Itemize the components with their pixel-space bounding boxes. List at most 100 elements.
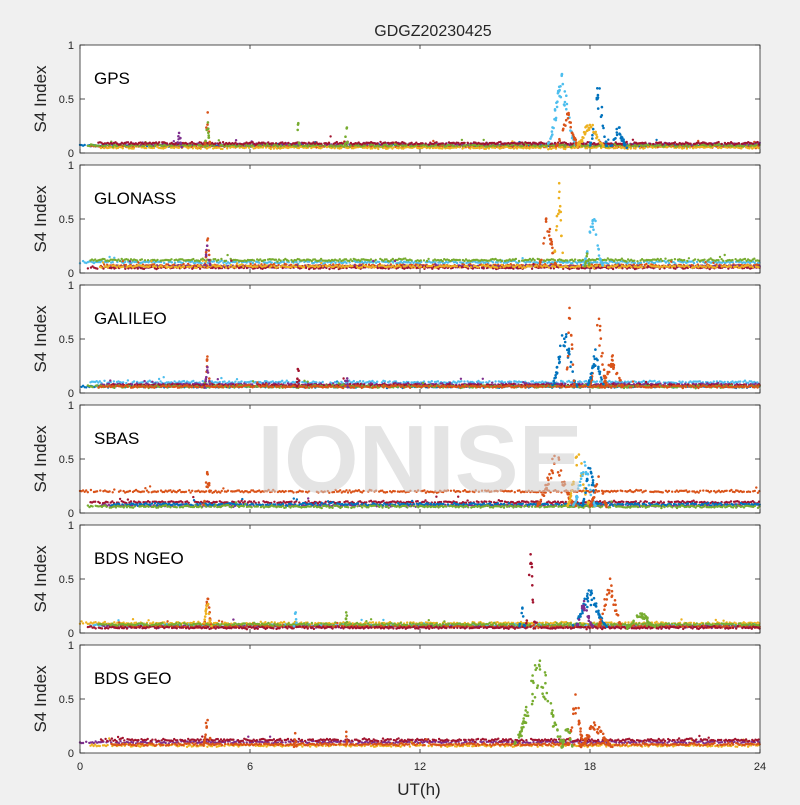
data-point <box>298 144 301 147</box>
data-point <box>730 266 732 268</box>
data-point <box>616 131 619 134</box>
data-point <box>586 252 589 255</box>
data-point <box>124 261 126 263</box>
data-point <box>686 260 688 262</box>
data-point <box>147 259 149 261</box>
data-point <box>391 144 393 146</box>
data-point <box>287 260 289 262</box>
data-point <box>483 139 485 141</box>
data-point <box>208 249 211 252</box>
data-point <box>661 260 663 262</box>
data-point <box>644 147 646 149</box>
data-point <box>551 126 554 129</box>
data-point <box>280 145 282 147</box>
data-point <box>270 148 272 150</box>
data-point <box>589 144 592 147</box>
data-point <box>207 131 210 134</box>
data-point <box>604 265 606 267</box>
data-point <box>674 268 676 270</box>
data-point <box>561 252 564 255</box>
data-point <box>545 217 548 220</box>
data-point <box>266 264 268 266</box>
data-point <box>394 260 396 262</box>
data-point <box>590 126 593 129</box>
data-point <box>558 191 561 194</box>
data-point <box>253 259 255 261</box>
data-point <box>442 142 444 144</box>
panel-label: GPS <box>94 69 130 88</box>
data-point <box>423 266 425 268</box>
data-point <box>206 111 209 114</box>
data-point <box>276 260 278 262</box>
data-point <box>655 139 657 141</box>
data-point <box>236 143 238 145</box>
data-point <box>230 264 232 266</box>
data-point <box>744 258 746 260</box>
data-point <box>329 135 331 137</box>
data-point <box>467 266 469 268</box>
data-point <box>746 144 748 146</box>
data-point <box>334 262 336 264</box>
data-point <box>170 258 172 260</box>
data-point <box>322 265 324 267</box>
data-point <box>467 142 469 144</box>
data-point <box>555 119 558 122</box>
data-point <box>242 266 244 268</box>
data-point <box>551 247 554 250</box>
data-point <box>561 73 564 76</box>
data-point <box>509 265 511 267</box>
data-point <box>597 107 600 110</box>
data-point <box>558 182 561 185</box>
data-point <box>426 260 428 262</box>
data-point <box>328 142 330 144</box>
data-point <box>566 103 569 106</box>
data-point <box>652 143 654 145</box>
data-point <box>163 262 165 264</box>
data-point <box>98 145 100 147</box>
data-point <box>597 248 600 251</box>
data-point <box>731 259 733 261</box>
data-point <box>220 266 222 268</box>
data-point <box>205 251 208 254</box>
data-point <box>597 94 600 97</box>
data-point <box>264 142 266 144</box>
data-point <box>595 133 598 136</box>
data-point <box>574 258 576 260</box>
data-point <box>122 260 124 262</box>
data-point <box>296 129 299 132</box>
data-point <box>520 265 522 267</box>
data-point <box>445 143 447 145</box>
data-point <box>465 144 467 146</box>
data-point <box>182 263 184 265</box>
data-point <box>344 142 347 145</box>
y-tick-label: 0.5 <box>59 214 74 226</box>
data-point <box>217 259 219 261</box>
data-point <box>214 142 216 144</box>
data-point <box>245 146 247 148</box>
data-point <box>683 259 685 261</box>
data-point <box>297 122 300 125</box>
data-point <box>732 261 734 263</box>
data-point <box>501 264 503 266</box>
data-point <box>137 261 139 263</box>
data-point <box>392 265 394 267</box>
data-point <box>456 145 458 147</box>
data-point <box>324 145 326 147</box>
data-point <box>703 259 705 261</box>
data-point <box>270 265 272 267</box>
data-point <box>400 266 402 268</box>
data-point <box>143 145 145 147</box>
data-point <box>161 266 163 268</box>
data-point <box>145 147 147 149</box>
data-point <box>483 267 485 269</box>
data-point <box>122 147 124 149</box>
data-point <box>150 260 152 262</box>
data-point <box>598 139 601 142</box>
data-point <box>225 260 227 262</box>
data-point <box>548 234 551 237</box>
data-point <box>206 123 209 126</box>
data-point <box>470 142 472 144</box>
data-point <box>459 266 461 268</box>
data-point <box>550 238 553 241</box>
